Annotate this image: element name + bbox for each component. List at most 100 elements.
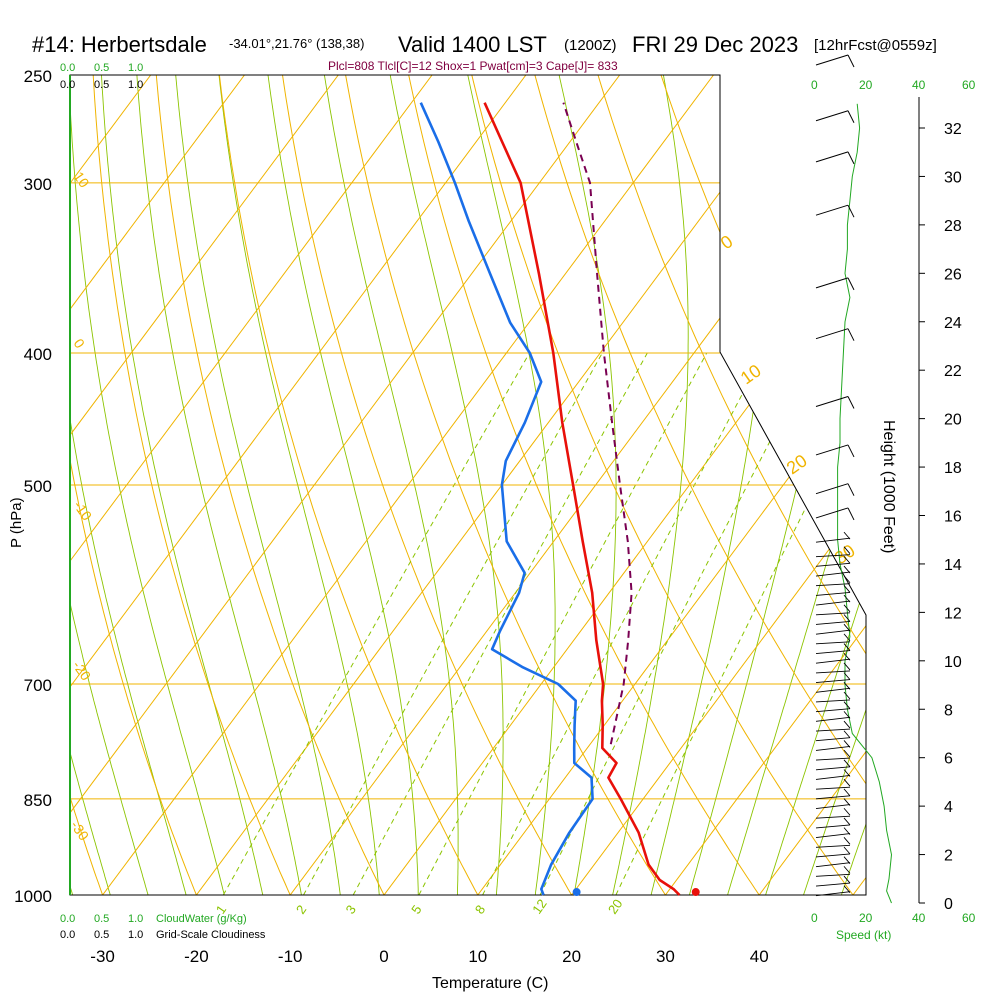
wind-column xyxy=(815,54,893,904)
height-tick-label: 26 xyxy=(944,266,962,283)
speed-tick-top-2: 40 xyxy=(912,78,926,92)
moist-adiabat-line xyxy=(558,75,617,895)
wind-barb-flag xyxy=(843,730,851,739)
temperature-tick-label: -20 xyxy=(184,947,209,966)
wind-barb xyxy=(815,891,851,897)
dry-adiabat-line xyxy=(839,75,866,895)
isotherm-label: -10 xyxy=(71,498,96,524)
wind-barb xyxy=(815,562,851,567)
wind-barb-flag xyxy=(843,531,851,540)
valid-date: FRI 29 Dec 2023 xyxy=(632,32,798,57)
wind-barb-flag xyxy=(843,837,851,845)
pressure-tick-labels: 250 300 400 500 700 850 1000 xyxy=(14,67,52,906)
temperature-tick-label: 20 xyxy=(562,947,581,966)
moist-adiabat-line xyxy=(136,75,307,895)
wind-barb xyxy=(815,882,851,887)
wind-barb-flag xyxy=(843,633,851,642)
wind-barb xyxy=(815,815,851,819)
wind-barb-flag xyxy=(843,827,851,835)
wind-barb xyxy=(815,328,849,340)
cloudiness-tick-bottom-0: 0.0 xyxy=(60,929,75,941)
dry-adiabat-line xyxy=(0,51,18,924)
moist-adiabat-line xyxy=(605,75,689,895)
mixing-ratio-line xyxy=(303,352,603,895)
height-tick-label: 32 xyxy=(944,121,962,138)
wind-barb xyxy=(815,591,851,596)
wind-barb-flag xyxy=(843,846,851,855)
moist-adiabat-line xyxy=(70,75,157,895)
moist-adiabat-line xyxy=(756,75,866,895)
height-tick-label: 20 xyxy=(944,412,962,429)
wind-barb xyxy=(815,444,849,456)
wind-barb-flag xyxy=(843,594,851,603)
pressure-tick-label: 400 xyxy=(24,345,52,364)
wind-barb-flag xyxy=(843,856,851,864)
sounding-profiles xyxy=(419,102,700,897)
wind-barb xyxy=(815,716,851,722)
pressure-axis-label: P (hPa) xyxy=(8,497,25,548)
wind-barb xyxy=(815,621,851,625)
wind-barb xyxy=(815,110,849,122)
parcel-line xyxy=(562,102,633,745)
wind-barb xyxy=(815,786,851,790)
wind-barb xyxy=(815,641,851,645)
wind-barb xyxy=(815,795,851,800)
wind-barb-flag xyxy=(843,623,851,632)
wind-barb-flag xyxy=(847,204,855,218)
wind-barb-flag xyxy=(843,817,851,826)
cloudiness-tick-top-2: 1.0 xyxy=(128,79,143,91)
mixing-ratio-labels: 1 2 3 5 8 12 20 xyxy=(213,896,626,916)
speed-label: Speed (kt) xyxy=(836,928,891,942)
dewpoint-line xyxy=(419,102,594,896)
cloudiness-tick-bottom-1: 0.5 xyxy=(94,929,109,941)
wind-barb-flag xyxy=(843,720,851,729)
wind-barb-flag xyxy=(843,652,851,661)
height-tick-label: 0 xyxy=(944,896,953,913)
isotherm-label: 10 xyxy=(71,169,93,191)
wind-barb-flag xyxy=(843,672,851,680)
pressure-tick-label: 500 xyxy=(24,477,52,496)
wind-barb xyxy=(815,204,849,216)
wind-barb-flag xyxy=(847,328,855,341)
wind-barb xyxy=(815,873,851,877)
wind-barb xyxy=(815,737,851,742)
valid-zulu: (1200Z) xyxy=(564,37,617,54)
height-tick-label: 16 xyxy=(944,509,962,526)
wind-barb xyxy=(815,396,849,407)
station-title: #14: Herbertsdale xyxy=(32,32,207,57)
height-tick-label: 18 xyxy=(944,460,962,477)
mixing-ratio-label: 5 xyxy=(408,902,424,917)
cloudwater-tick-top-1: 0.5 xyxy=(94,62,109,74)
wind-barb xyxy=(815,554,851,558)
wind-barb-flag xyxy=(847,151,855,165)
dry-adiabat-line xyxy=(465,75,866,895)
temperature-tick-label: 10 xyxy=(468,947,487,966)
valid-time: Valid 1400 LST xyxy=(398,32,547,57)
height-tick-label: 22 xyxy=(944,363,962,380)
wind-barb-flag xyxy=(843,662,851,671)
wind-barb xyxy=(815,824,851,829)
wind-barb-flag xyxy=(847,54,855,68)
dry-adiabat-line xyxy=(216,75,495,895)
moist-adiabat-line xyxy=(70,75,120,895)
mixing-ratio-lines xyxy=(222,352,866,895)
moist-adiabat-line xyxy=(389,75,504,895)
cloudiness-tick-top-0: 0.0 xyxy=(60,79,75,91)
wind-barb xyxy=(815,728,851,732)
mixing-ratio-label: 8 xyxy=(472,902,488,917)
speed-tick-bottom-0: 0 xyxy=(811,911,818,925)
wind-barb xyxy=(815,775,851,780)
wind-barb xyxy=(815,277,849,289)
dry-adiabat-line xyxy=(70,75,209,895)
dry-adiabat-line xyxy=(340,75,685,895)
temperature-axis-label: Temperature (C) xyxy=(432,975,548,992)
wind-barb-flag xyxy=(843,682,851,690)
moist-adiabat-line xyxy=(101,75,270,895)
wind-barb-flag xyxy=(843,798,851,806)
pressure-tick-label: 700 xyxy=(24,676,52,695)
cloudiness-tick-bottom-2: 1.0 xyxy=(128,929,143,941)
pressure-tick-label: 300 xyxy=(24,175,52,194)
